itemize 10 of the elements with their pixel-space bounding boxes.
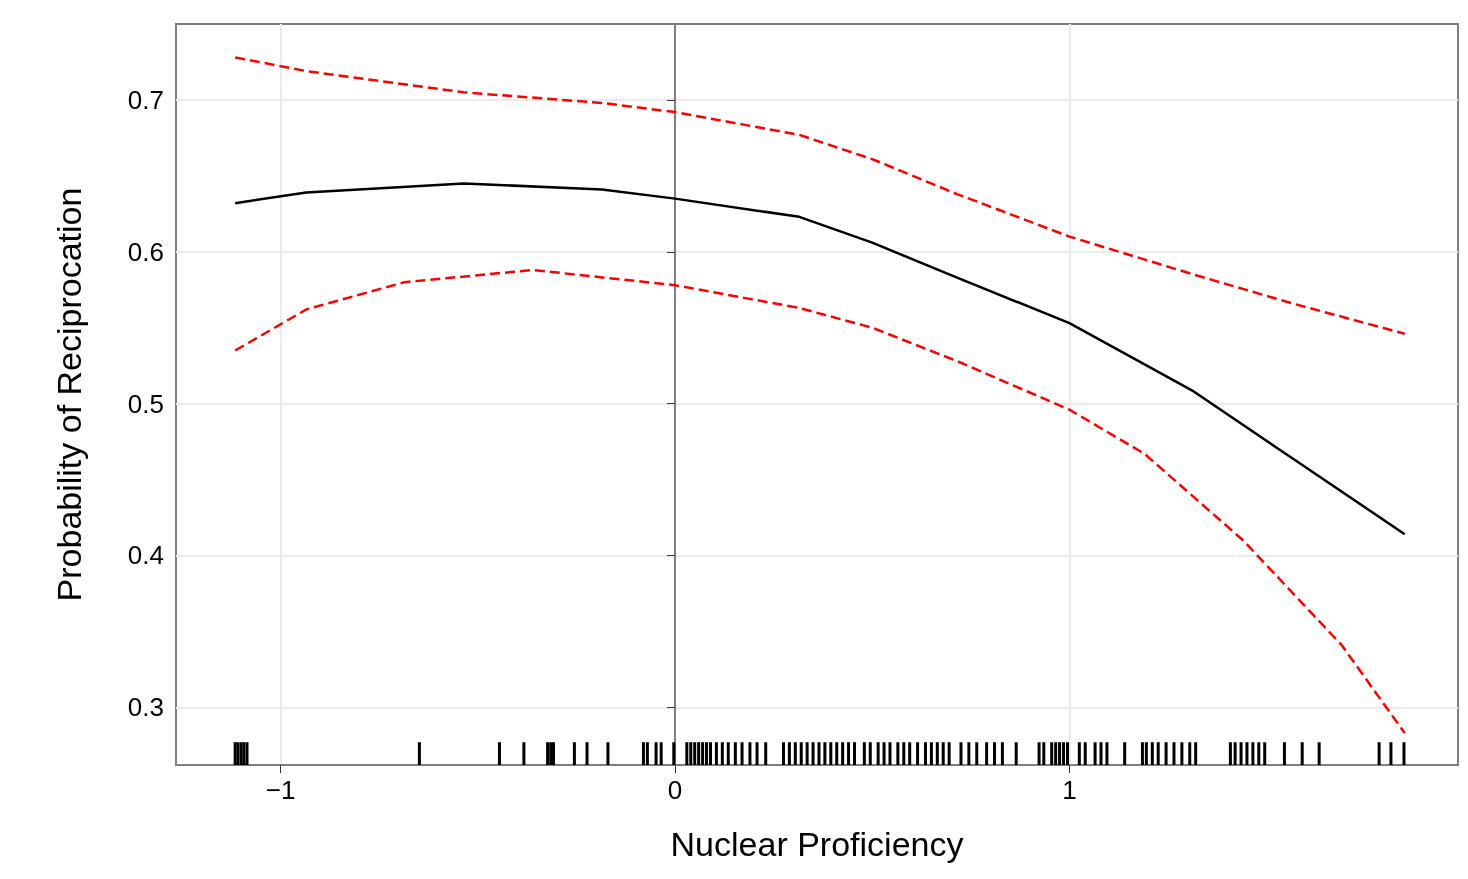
x-tick-label: 0 <box>667 775 683 805</box>
y-tick-label: 0.4 <box>127 540 164 571</box>
y-tick-label: 0.5 <box>127 388 164 419</box>
y-axis-title: Probability of Reciprocation <box>50 187 88 602</box>
y-tick-label: 0.3 <box>127 692 164 723</box>
x-axis-title: Nuclear Proficiency <box>670 825 964 863</box>
x-tick-label: −1 <box>265 775 296 805</box>
x-tick-label: 1 <box>1062 775 1077 805</box>
y-tick-label: 0.6 <box>127 236 164 267</box>
y-tick-label: 0.7 <box>127 84 164 115</box>
